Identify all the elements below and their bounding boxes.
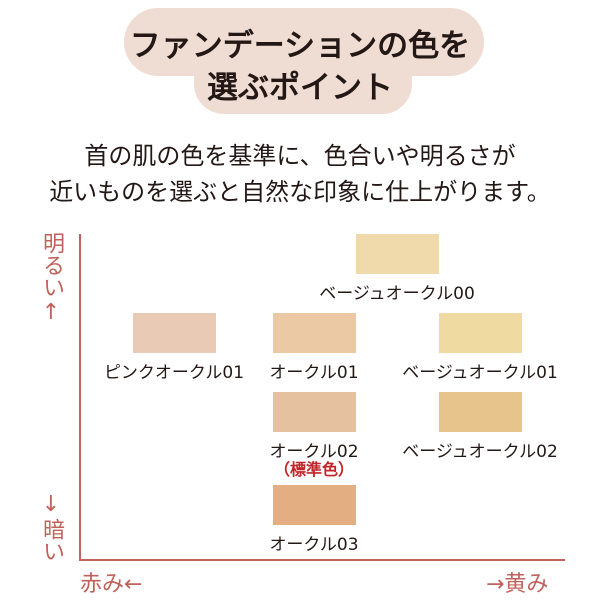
label-ochre-03: オークル03 <box>269 535 359 555</box>
label-beige-ochre-01: ベージュオークル01 <box>402 363 558 383</box>
vertical-axis <box>79 234 81 561</box>
title-line-1: ファンデーションの色を <box>129 28 471 64</box>
description-line-2: 近いものを選ぶと自然な印象に仕上がります。 <box>49 178 551 206</box>
title-background-lower <box>194 50 412 114</box>
label-ochre-01: オークル01 <box>269 363 359 383</box>
down-arrow-icon: ↓ <box>41 492 61 517</box>
swatch-ochre-02 <box>273 392 356 432</box>
label-ochre-02: オークル02 <box>269 442 359 462</box>
label-beige-ochre-00: ベージュオークル00 <box>319 284 475 304</box>
swatch-beige-ochre-01 <box>439 313 522 353</box>
title-line-2: 選ぶポイント <box>207 70 393 106</box>
standard-color-note: （標準色） <box>273 460 354 479</box>
red-label: 赤み← <box>80 572 143 597</box>
swatch-beige-ochre-00 <box>356 234 439 274</box>
swatch-ochre-01 <box>273 313 356 353</box>
bright-label: 明るい <box>39 232 64 298</box>
swatch-ochre-03 <box>273 485 356 525</box>
label-beige-ochre-02: ベージュオークル02 <box>402 442 558 462</box>
description-line-1: 首の肌の色を基準に、色合いや明るさが <box>84 142 516 170</box>
horizontal-axis <box>79 559 565 561</box>
swatch-pink-ochre-01 <box>133 313 216 353</box>
swatch-beige-ochre-02 <box>439 392 522 432</box>
yellow-label: →黄み <box>486 572 549 597</box>
up-arrow-icon: ↑ <box>41 300 61 325</box>
dark-label: 暗い <box>39 518 64 562</box>
label-pink-ochre-01: ピンクオークル01 <box>103 363 245 383</box>
